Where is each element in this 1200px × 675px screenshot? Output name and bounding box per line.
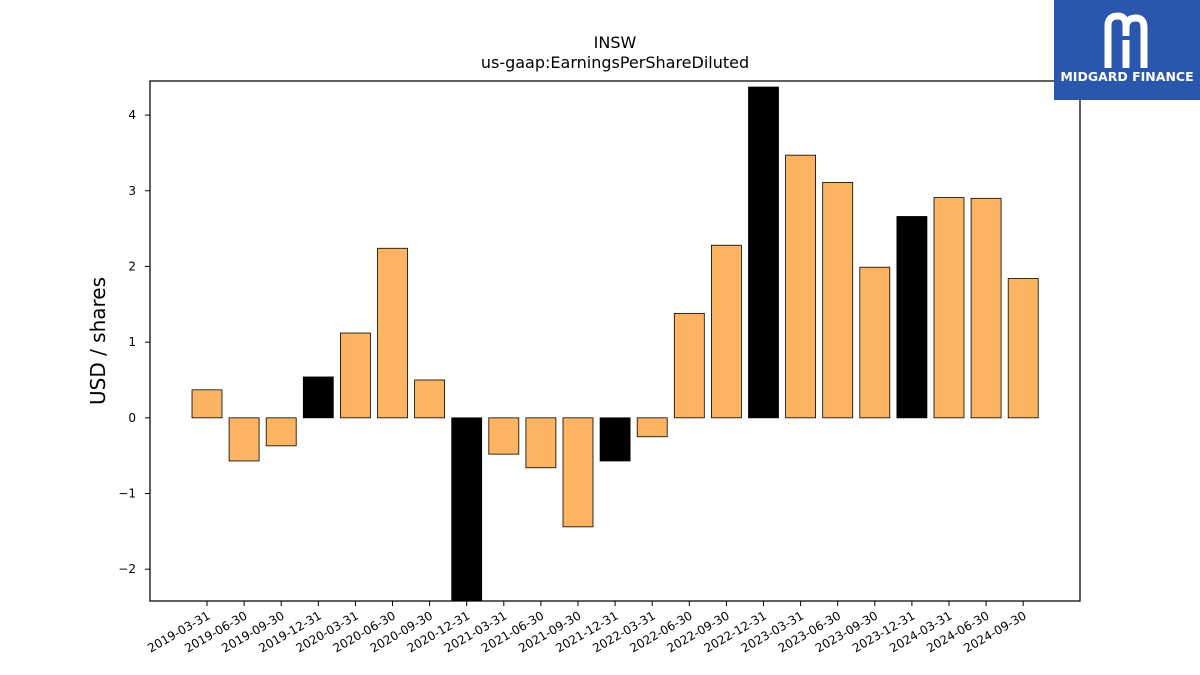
bar-2022-03-31 <box>636 417 668 438</box>
bar-2024-09-30 <box>1007 278 1039 419</box>
y-tick-label: −2 <box>118 562 136 576</box>
y-tick-label: 1 <box>128 335 136 349</box>
y-tick-label: 3 <box>128 184 136 198</box>
bar-2023-12-31 <box>896 216 928 419</box>
bar-2020-12-31 <box>451 417 483 602</box>
bar-2022-12-31 <box>748 86 779 419</box>
bar-2023-06-30 <box>822 182 854 419</box>
bar-2021-09-30 <box>562 417 594 528</box>
bars <box>191 86 1039 602</box>
midgard-finance-logo: MIDGARD FINANCE <box>1054 0 1200 100</box>
y-tick-label: 0 <box>128 411 136 425</box>
y-tick-label: 4 <box>128 108 136 122</box>
bar-2020-06-30 <box>377 247 408 419</box>
bar-2019-06-30 <box>228 417 260 462</box>
bar-2019-03-31 <box>191 389 223 419</box>
bar-2023-03-31 <box>785 154 816 419</box>
bar-2019-12-31 <box>302 376 334 419</box>
bar-2024-03-31 <box>933 197 965 419</box>
bar-2021-03-31 <box>488 417 520 455</box>
y-axis-label: USD / shares <box>86 277 110 405</box>
bar-2022-09-30 <box>711 244 742 419</box>
y-axis-ticks: −2 −1 0 1 2 3 4 <box>118 108 150 576</box>
bar-2020-09-30 <box>414 379 446 419</box>
bar-2021-12-31 <box>599 417 631 462</box>
bar-2021-06-30 <box>525 417 557 469</box>
bar-2023-09-30 <box>859 266 891 419</box>
midgard-monogram-icon <box>1104 12 1148 68</box>
bar-2022-06-30 <box>673 312 705 419</box>
logo-text: MIDGARD FINANCE <box>1060 69 1194 84</box>
y-tick-label: 2 <box>128 259 136 273</box>
bar-2020-03-31 <box>339 332 371 419</box>
chart-title: INSW <box>594 33 637 52</box>
bar-2024-06-30 <box>970 197 1002 419</box>
y-tick-label: −1 <box>118 487 136 501</box>
plot-frame <box>149 80 1081 602</box>
bar-2019-09-30 <box>265 417 297 447</box>
chart-subtitle: us-gaap:EarningsPerShareDiluted <box>481 53 749 72</box>
x-axis-ticks: 2019-03-312019-06-302019-09-302019-12-31… <box>145 601 1029 655</box>
